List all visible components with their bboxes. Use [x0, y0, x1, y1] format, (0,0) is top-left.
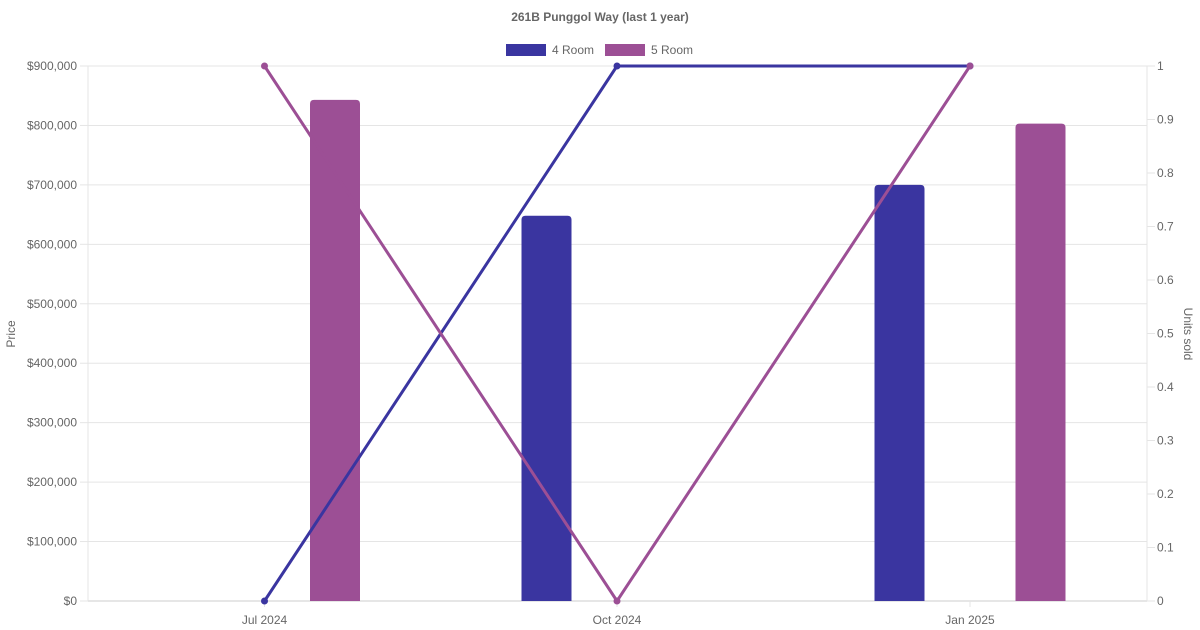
- left-axis-ticks: $0 $100,000 $200,000 $300,000 $400,000 $500,0…: [27, 59, 77, 608]
- line-4-room: [263, 64, 970, 602]
- y-right-tick-label: 0.4: [1157, 380, 1174, 394]
- point-5-room-2: [966, 62, 974, 70]
- y-right-tick-label: 0.6: [1157, 273, 1174, 287]
- bar-5-room-2: [1015, 123, 1066, 602]
- y-left-tick-label: $200,000: [27, 475, 77, 489]
- legend[interactable]: 4 Room 5 Room: [506, 43, 693, 57]
- y-left-tick-label: $800,000: [27, 118, 77, 132]
- x-tick-label: Jan 2025: [945, 613, 995, 627]
- y-left-axis-title: Price: [4, 320, 18, 348]
- legend-swatch-4-room[interactable]: [506, 44, 546, 56]
- legend-label-5-room[interactable]: 5 Room: [651, 43, 693, 57]
- bars: [310, 99, 1066, 602]
- y-right-tick-label: 0.7: [1157, 220, 1174, 234]
- y-right-axis-title: Units sold: [1181, 308, 1195, 361]
- y-left-tick-label: $700,000: [27, 178, 77, 192]
- grid: [80, 65, 1155, 607]
- y-right-tick-label: 0.2: [1157, 487, 1174, 501]
- y-left-tick-label: $900,000: [27, 59, 77, 73]
- chart-title: 261B Punggol Way (last 1 year): [511, 10, 689, 24]
- point-5-room-0: [261, 62, 268, 70]
- legend-swatch-5-room[interactable]: [605, 44, 645, 56]
- y-right-tick-label: 0.8: [1157, 166, 1174, 180]
- bar-4-room-2: [874, 184, 925, 601]
- x-axis-ticks: Jul 2024 Oct 2024 Jan 2025: [242, 613, 995, 627]
- y-right-tick-label: 0.5: [1157, 327, 1174, 341]
- line-5-room: [263, 65, 972, 603]
- y-left-tick-label: $0: [64, 594, 78, 608]
- x-tick-label: Jul 2024: [242, 613, 288, 627]
- y-left-tick-label: $400,000: [27, 356, 77, 370]
- y-left-tick-label: $500,000: [27, 297, 77, 311]
- y-right-tick-label: 0.1: [1157, 541, 1174, 555]
- point-5-room-1: [613, 597, 621, 605]
- x-tick-label: Oct 2024: [593, 613, 642, 627]
- point-4-room-0: [261, 597, 268, 605]
- y-right-tick-label: 0.3: [1157, 434, 1174, 448]
- y-left-tick-label: $600,000: [27, 237, 77, 251]
- right-axis-ticks: 0 0.1 0.2 0.3 0.4 0.5 0.6 0.7 0.8 0.9 1: [1157, 59, 1174, 608]
- bar-4-room-1: [521, 215, 572, 602]
- point-4-room-1: [613, 62, 621, 70]
- lines: [261, 62, 974, 605]
- y-left-tick-label: $300,000: [27, 416, 77, 430]
- y-left-tick-label: $100,000: [27, 535, 77, 549]
- y-right-tick-label: 1: [1157, 59, 1164, 73]
- y-right-tick-label: 0.9: [1157, 113, 1174, 127]
- y-right-tick-label: 0: [1157, 594, 1164, 608]
- legend-label-4-room[interactable]: 4 Room: [552, 43, 594, 57]
